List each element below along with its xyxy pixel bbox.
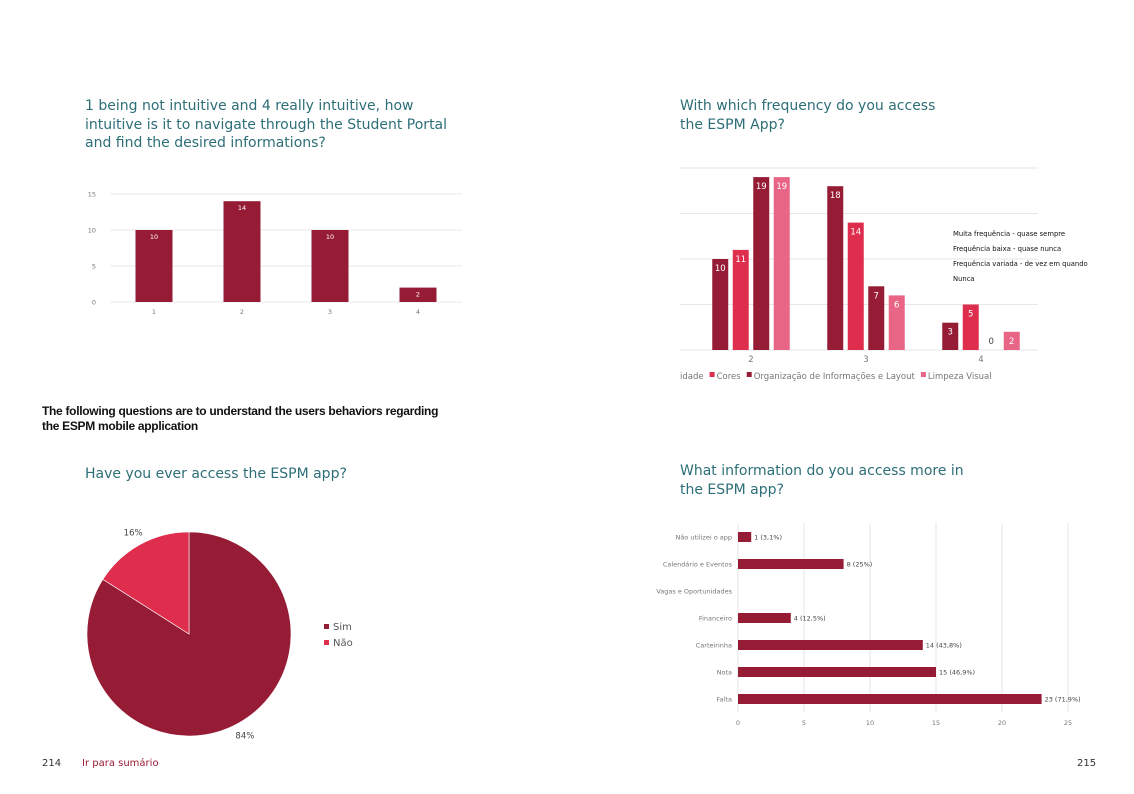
legend-label: Cores xyxy=(717,372,742,382)
summary-link[interactable]: Ir para sumário xyxy=(82,758,159,769)
legend-swatch xyxy=(324,624,329,629)
side-legend-text: Muita frequência - quase sempre xyxy=(953,230,1065,238)
x-tick-label: 1 xyxy=(152,308,156,316)
question-information-title: What information do you access more in t… xyxy=(680,463,964,498)
bar-data-label: 18 xyxy=(830,191,841,201)
legend-label: Não xyxy=(333,638,353,649)
bar xyxy=(135,230,173,302)
section-intro: The following questions are to understan… xyxy=(42,404,439,433)
bar-data-label: 15 (46,9%) xyxy=(939,669,975,677)
bar-data-label: 19 xyxy=(776,182,787,192)
bar xyxy=(1003,331,1020,350)
x-tick-label: 3 xyxy=(863,355,868,365)
bar-data-label: 2 xyxy=(1009,337,1014,347)
x-tick-label: 0 xyxy=(736,719,740,727)
bar xyxy=(753,177,770,350)
bar-data-label: 23 (71,9%) xyxy=(1045,696,1081,704)
bar-data-label: 0 xyxy=(989,337,994,347)
x-tick-label: 4 xyxy=(978,355,983,365)
x-tick-label: 15 xyxy=(932,719,940,727)
x-tick-label: 2 xyxy=(240,308,244,316)
legend-swatch xyxy=(324,640,329,645)
legend-swatch xyxy=(709,372,715,377)
pie-slice xyxy=(102,531,190,635)
bar-data-label: 10 xyxy=(715,264,726,274)
legend-label: Organização de Informações e Layout xyxy=(754,372,916,382)
question-access-title: Have you ever access the ESPM app? xyxy=(85,466,347,482)
bar-data-label: 10 xyxy=(326,233,334,241)
legend-label: idade xyxy=(680,372,704,382)
bar xyxy=(888,295,905,350)
pie-data-label: 84% xyxy=(235,732,254,742)
legend-swatch xyxy=(920,372,926,377)
bar xyxy=(738,559,844,569)
bar xyxy=(738,694,1042,704)
x-tick-label: 5 xyxy=(802,719,806,727)
bar-data-label: 3 xyxy=(948,328,953,338)
bar xyxy=(773,177,790,350)
bar-data-label: 19 xyxy=(756,182,767,192)
bar-data-label: 2 xyxy=(416,291,420,299)
page-number-right: 215 xyxy=(1077,758,1097,769)
bar-data-label: 8 (25%) xyxy=(847,561,873,569)
bar xyxy=(962,304,979,350)
bar-data-label: 14 xyxy=(238,204,246,212)
x-tick-label: 4 xyxy=(416,308,420,316)
y-category-label: Financeiro xyxy=(699,615,732,623)
x-tick-label: 10 xyxy=(866,719,874,727)
y-tick-label: 0 xyxy=(92,299,96,307)
bar xyxy=(399,287,437,302)
y-tick-label: 10 xyxy=(88,227,96,235)
x-tick-label: 2 xyxy=(748,355,753,365)
bar-data-label: 7 xyxy=(874,291,879,301)
question-frequency-title: With which frequency do you access the E… xyxy=(680,98,936,133)
y-category-label: Não utilizei o app xyxy=(675,534,732,542)
y-tick-label: 15 xyxy=(88,191,96,199)
bar-data-label: 10 xyxy=(150,233,158,241)
legend-swatch xyxy=(746,372,752,377)
bar xyxy=(311,230,349,302)
question-intuitive-title: 1 being not intuitive and 4 really intui… xyxy=(85,98,448,151)
bar xyxy=(223,201,261,302)
y-category-label: Calendário e Eventos xyxy=(663,561,733,569)
y-category-label: Carteirinha xyxy=(696,642,732,650)
x-tick-label: 20 xyxy=(998,719,1006,727)
page-number-left: 214 xyxy=(42,758,62,769)
bar xyxy=(847,222,864,350)
bar-data-label: 11 xyxy=(735,255,746,265)
y-category-label: Nota xyxy=(717,669,732,677)
bar-data-label: 4 (12,5%) xyxy=(794,615,826,623)
bar xyxy=(738,667,936,677)
side-legend-text: Frequência baixa - quase nunca xyxy=(953,245,1061,253)
bar xyxy=(712,259,729,350)
y-category-label: Falta xyxy=(717,696,732,704)
bar-data-label: 6 xyxy=(894,300,899,310)
bar xyxy=(827,186,844,350)
legend-label: Limpeza Visual xyxy=(928,372,992,382)
y-category-label: Vagas e Oportunidades xyxy=(656,588,732,596)
bar xyxy=(942,322,959,350)
legend-label: Sim xyxy=(333,622,352,633)
x-tick-label: 25 xyxy=(1064,719,1072,727)
bar xyxy=(732,249,749,350)
x-tick-label: 3 xyxy=(328,308,332,316)
bar-data-label: 14 (43,8%) xyxy=(926,642,962,650)
bar xyxy=(738,613,791,623)
y-tick-label: 5 xyxy=(92,263,96,271)
pie-data-label: 16% xyxy=(124,528,143,538)
bar-data-label: 14 xyxy=(850,228,861,238)
bar-data-label: 1 (3,1%) xyxy=(754,534,782,542)
side-legend-text: Frequência variada - de vez em quando xyxy=(953,260,1088,268)
bar xyxy=(738,532,752,542)
bar xyxy=(868,286,885,350)
bar-data-label: 5 xyxy=(968,310,973,320)
bar xyxy=(738,640,923,650)
side-legend-text: Nunca xyxy=(953,275,975,283)
